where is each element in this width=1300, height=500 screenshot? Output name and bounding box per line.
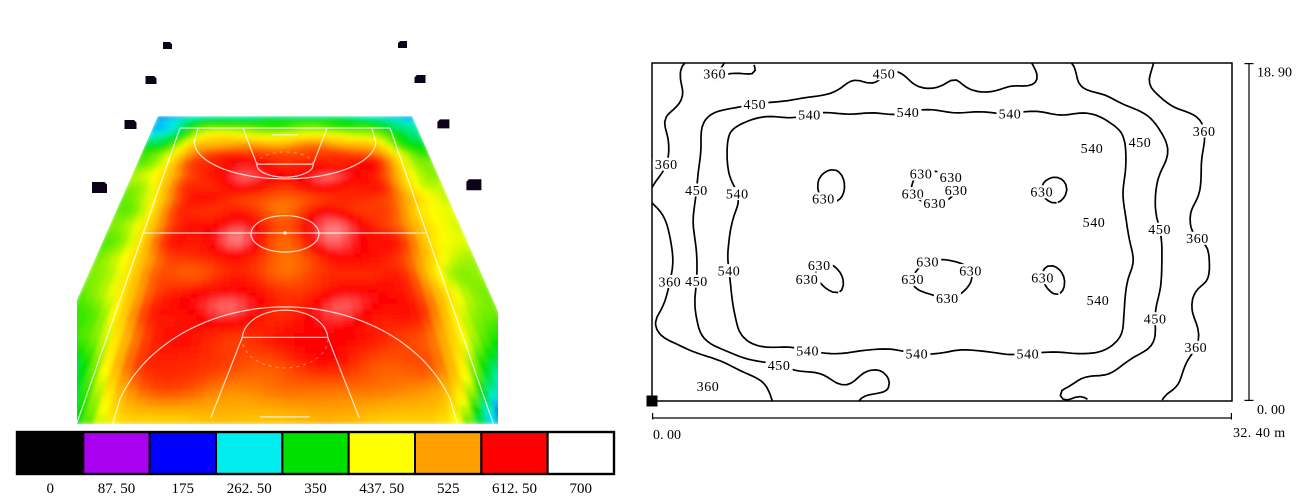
svg-text:630: 630 — [936, 292, 959, 307]
svg-text:360: 360 — [703, 68, 726, 83]
svg-text:630: 630 — [1030, 186, 1053, 201]
svg-text:450: 450 — [685, 275, 708, 290]
svg-text:630: 630 — [1031, 271, 1054, 286]
svg-text:0. 00: 0. 00 — [1257, 403, 1285, 418]
svg-text:360: 360 — [1193, 125, 1216, 140]
svg-text:630: 630 — [923, 197, 946, 212]
svg-text:450: 450 — [743, 98, 766, 113]
svg-text:630: 630 — [796, 273, 819, 288]
svg-text:630: 630 — [901, 273, 924, 288]
svg-text:630: 630 — [940, 171, 963, 186]
svg-text:630: 630 — [902, 187, 925, 202]
svg-text:18. 90: 18. 90 — [1257, 66, 1292, 81]
svg-text:262. 50: 262. 50 — [227, 481, 272, 497]
svg-text:540: 540 — [726, 187, 749, 202]
svg-text:540: 540 — [999, 107, 1022, 122]
svg-text:0. 00: 0. 00 — [653, 428, 681, 443]
svg-text:360: 360 — [697, 380, 720, 395]
svg-text:630: 630 — [959, 264, 982, 279]
svg-text:630: 630 — [916, 256, 939, 271]
svg-text:450: 450 — [1144, 313, 1167, 328]
svg-text:450: 450 — [685, 184, 708, 199]
svg-text:0: 0 — [46, 481, 54, 497]
svg-text:360: 360 — [1186, 232, 1209, 247]
svg-text:360: 360 — [1184, 341, 1207, 356]
svg-text:450: 450 — [1148, 223, 1171, 238]
svg-text:32. 40 m: 32. 40 m — [1233, 426, 1286, 441]
svg-text:630: 630 — [812, 193, 835, 208]
svg-text:630: 630 — [910, 168, 933, 183]
svg-text:540: 540 — [1087, 294, 1110, 309]
svg-text:540: 540 — [1083, 216, 1106, 231]
svg-text:540: 540 — [897, 106, 920, 121]
svg-text:450: 450 — [768, 359, 791, 374]
svg-text:450: 450 — [1129, 136, 1152, 151]
svg-text:437. 50: 437. 50 — [359, 481, 404, 497]
svg-text:360: 360 — [655, 158, 678, 173]
svg-text:630: 630 — [945, 184, 968, 199]
svg-text:450: 450 — [873, 68, 896, 83]
svg-text:540: 540 — [798, 108, 821, 123]
svg-text:540: 540 — [1016, 348, 1039, 363]
svg-text:540: 540 — [796, 344, 819, 359]
svg-text:350: 350 — [304, 481, 327, 497]
svg-text:175: 175 — [172, 481, 195, 497]
svg-text:540: 540 — [1081, 142, 1104, 157]
svg-text:700: 700 — [570, 481, 593, 497]
svg-text:630: 630 — [808, 259, 831, 274]
svg-text:540: 540 — [718, 264, 741, 279]
svg-text:612. 50: 612. 50 — [492, 481, 537, 497]
svg-text:360: 360 — [658, 275, 681, 290]
svg-text:87. 50: 87. 50 — [98, 481, 136, 497]
svg-text:525: 525 — [437, 481, 460, 497]
svg-text:540: 540 — [905, 348, 928, 363]
